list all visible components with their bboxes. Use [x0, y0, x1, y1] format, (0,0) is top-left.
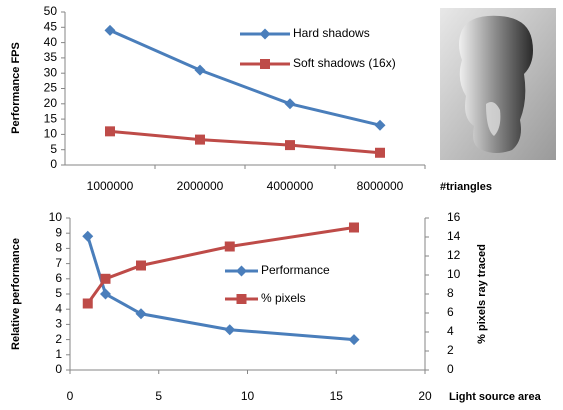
- marker: [136, 261, 146, 271]
- series-line: [88, 236, 354, 339]
- y-tick-label: 0: [50, 157, 57, 171]
- marker: [349, 334, 360, 345]
- x-tick-label: 0: [67, 389, 74, 403]
- y2-tick-label: 12: [447, 248, 461, 262]
- y-tick-label: 8: [55, 241, 62, 255]
- y-tick-label: 5: [50, 142, 57, 156]
- y-tick-label: 45: [44, 19, 58, 33]
- y-tick-label: 35: [44, 50, 58, 64]
- y-tick-label: 20: [44, 96, 58, 110]
- marker: [285, 98, 296, 109]
- marker: [224, 324, 235, 335]
- x-tick-label: 4000000: [267, 179, 314, 193]
- y2-tick-label: 10: [447, 267, 461, 281]
- marker: [101, 274, 111, 284]
- legend-label: % pixels: [261, 291, 306, 305]
- legend-marker: [236, 266, 247, 277]
- legend-label: Soft shadows (16x): [293, 56, 396, 70]
- x-tick-label: 2000000: [177, 179, 224, 193]
- x-tick-label: 15: [330, 389, 344, 403]
- y-tick-label: 1: [55, 347, 62, 361]
- y-axis-title: Relative performance: [10, 238, 22, 350]
- x-axis-title: Light source area: [449, 391, 542, 403]
- marker: [225, 242, 235, 252]
- y-axis-title: Performance FPS: [10, 42, 22, 134]
- marker: [105, 25, 116, 36]
- marker: [195, 65, 206, 76]
- legend-label: Hard shadows: [293, 26, 370, 40]
- y2-tick-label: 16: [447, 210, 461, 224]
- marker: [105, 126, 115, 136]
- x-axis-title: #triangles: [440, 181, 492, 193]
- legend-marker: [237, 294, 247, 304]
- y-tick-label: 15: [44, 111, 58, 125]
- y2-tick-label: 6: [447, 305, 454, 319]
- legend-label: Performance: [261, 263, 330, 277]
- marker: [285, 140, 295, 150]
- x-tick-label: 20: [418, 389, 432, 403]
- y-tick-label: 6: [55, 271, 62, 285]
- x-tick-label: 10: [241, 389, 255, 403]
- y-tick-label: 2: [55, 332, 62, 346]
- y-tick-label: 4: [55, 301, 62, 315]
- marker: [375, 120, 386, 131]
- y-tick-label: 7: [55, 256, 62, 270]
- y-tick-label: 10: [44, 127, 58, 141]
- marker: [195, 135, 205, 145]
- y-tick-label: 40: [44, 35, 58, 49]
- y2-tick-label: 14: [447, 229, 461, 243]
- series-line: [110, 131, 380, 152]
- legend-marker: [260, 29, 271, 40]
- y2-tick-label: 4: [447, 324, 454, 338]
- x-tick-label: 5: [155, 389, 162, 403]
- render-image: [440, 8, 556, 160]
- x-tick-label: 1000000: [87, 179, 134, 193]
- y2-axis-title: % pixels ray traced: [476, 244, 488, 344]
- y2-tick-label: 8: [447, 286, 454, 300]
- legend-marker: [260, 59, 270, 69]
- y-tick-label: 5: [55, 286, 62, 300]
- y-tick-label: 30: [44, 65, 58, 79]
- figure: 0510152025303540455010000002000000400000…: [0, 0, 563, 410]
- marker: [375, 148, 385, 158]
- y-tick-label: 50: [44, 4, 58, 18]
- marker: [83, 299, 93, 309]
- y-tick-label: 9: [55, 225, 62, 239]
- y-tick-label: 25: [44, 81, 58, 95]
- y-tick-label: 10: [49, 210, 63, 224]
- marker: [82, 231, 93, 242]
- series-line: [110, 30, 380, 125]
- marker: [349, 223, 359, 233]
- y-tick-label: 0: [55, 362, 62, 376]
- y2-tick-label: 0: [447, 362, 454, 376]
- x-tick-label: 8000000: [357, 179, 404, 193]
- y-tick-label: 3: [55, 317, 62, 331]
- y2-tick-label: 2: [447, 343, 454, 357]
